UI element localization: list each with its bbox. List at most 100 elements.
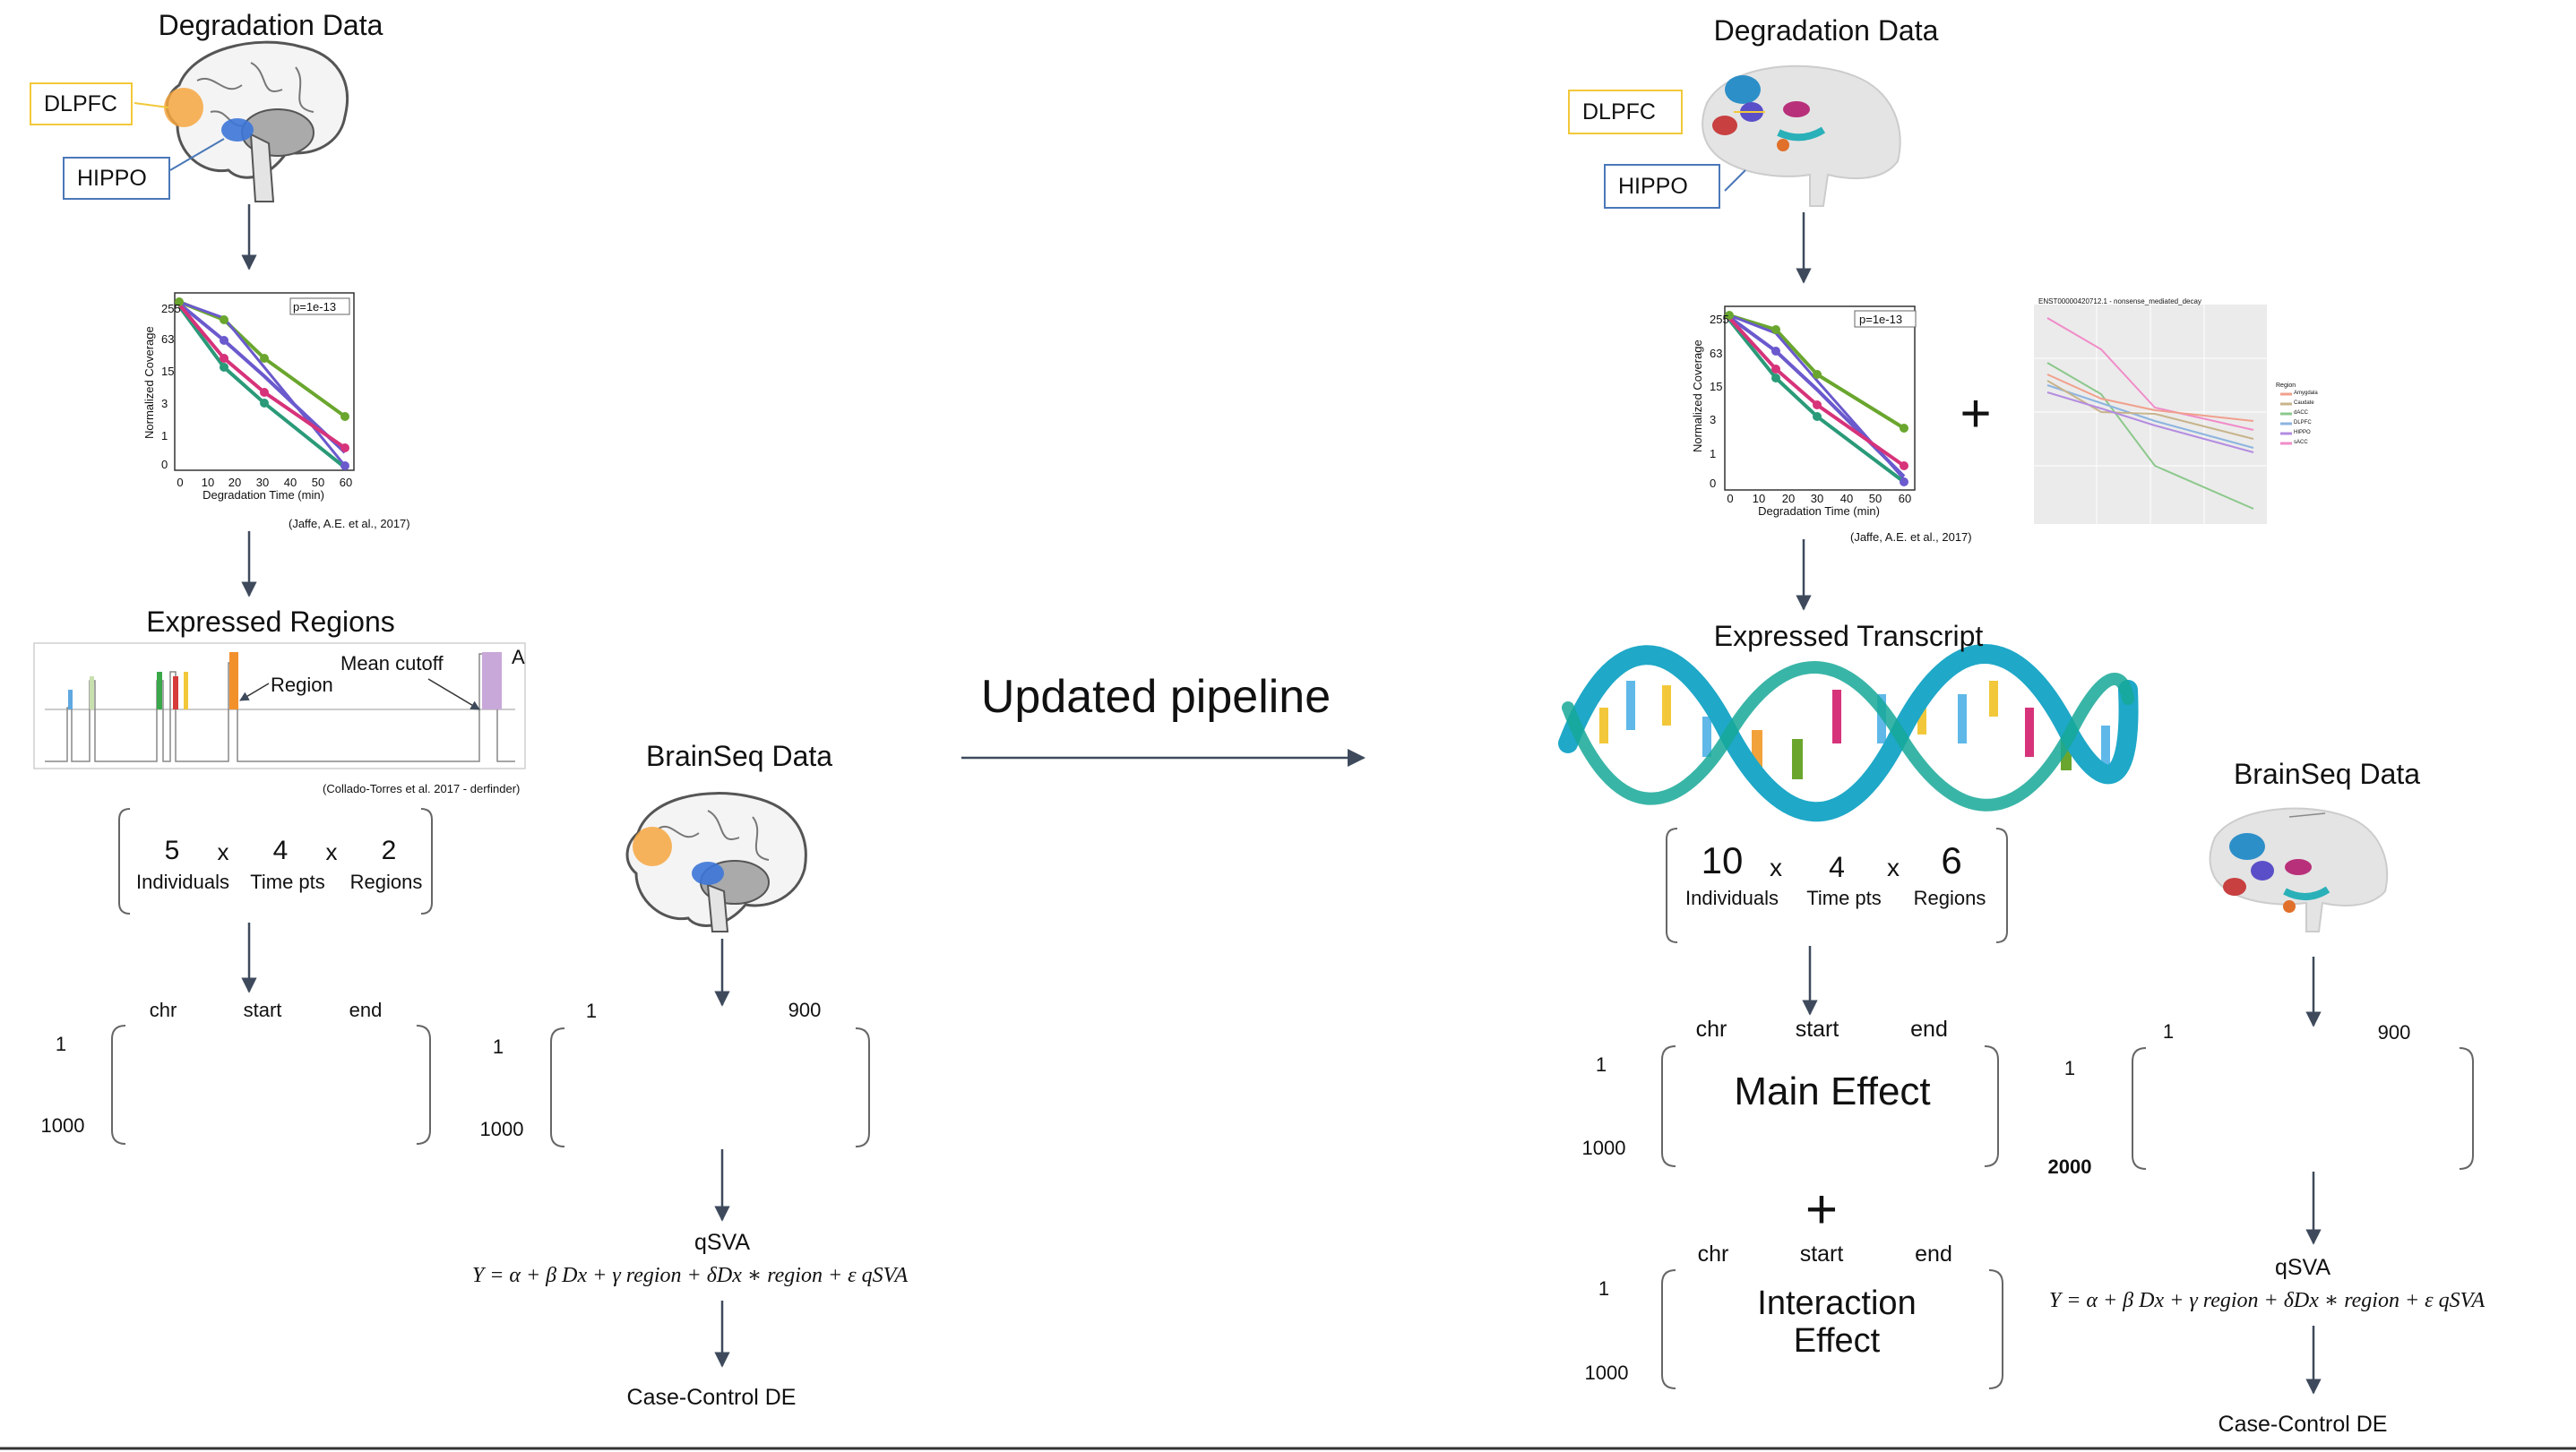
left-dim-individuals-count: 5 xyxy=(164,836,180,865)
left-brainseq-row-first: 1 xyxy=(492,1035,504,1058)
left-matrix-start: start xyxy=(243,999,282,1021)
left-hippo-label: HIPPO xyxy=(63,157,170,200)
left-qsva-label: qSVA xyxy=(694,1230,751,1255)
left-dim-times: x xyxy=(325,838,338,865)
right-dim-times: x xyxy=(1887,854,1900,881)
left-plot-ytick: 63 xyxy=(161,332,175,346)
main-effect-label: Main Effect xyxy=(1734,1070,1931,1113)
updated-pipeline-label: Updated pipeline xyxy=(980,671,1331,723)
right-matrix1-row-last: 1000 xyxy=(1581,1137,1626,1159)
left-plot-xtick: 50 xyxy=(311,476,325,489)
left-matrix-row-first: 1 xyxy=(55,1033,67,1055)
right-brain-illustration xyxy=(1702,64,1901,207)
left-plot-pvalue: p=1e-13 xyxy=(293,300,337,314)
left-dim-regions-count: 2 xyxy=(381,836,397,865)
right-plot-ytick: 0 xyxy=(1710,477,1717,490)
right-dim-individuals-count: 10 xyxy=(1701,839,1744,881)
right-plot-ytick: 1 xyxy=(1710,447,1717,460)
right-degradation-plot xyxy=(1724,305,1917,491)
right-case-control-de: Case-Control DE xyxy=(2218,1412,2388,1437)
right-brainseq-col-first: 1 xyxy=(2162,1020,2175,1043)
right-brainseq-col-last: 900 xyxy=(2377,1021,2411,1044)
left-matrix-end: end xyxy=(349,999,383,1021)
mini-legend-title: Region xyxy=(2276,382,2296,389)
right-matrix2-chr: chr xyxy=(1697,1242,1729,1267)
left-brainseq-row-last: 1000 xyxy=(479,1118,524,1140)
left-brainseq-brain xyxy=(625,792,807,932)
left-dim-times: x xyxy=(217,838,229,865)
right-dim-times: x xyxy=(1770,854,1782,881)
mini-legend-item: Amygdala xyxy=(2294,391,2318,396)
right-dim-regions-count: 6 xyxy=(1941,839,1962,881)
right-plot-pvalue: p=1e-13 xyxy=(1859,313,1903,326)
right-brainseq-title: BrainSeq Data xyxy=(2233,758,2421,790)
right-hippo-label: HIPPO xyxy=(1604,164,1720,209)
right-mini-region-plot xyxy=(2034,305,2292,524)
left-plot-ylabel: Normalized Coverage xyxy=(142,326,156,439)
left-plot-ytick: 1 xyxy=(161,429,168,442)
left-plot-xtick: 40 xyxy=(283,476,297,489)
left-plot-xlabel: Degradation Time (min) xyxy=(202,488,324,502)
left-degradation-plot xyxy=(174,292,355,471)
left-dlpfc-label: DLPFC xyxy=(30,82,133,125)
right-plot-ytick: 15 xyxy=(1710,380,1723,393)
mini-legend-item: dACC xyxy=(2294,410,2309,416)
right-plot-ytick: 255 xyxy=(1710,313,1729,326)
left-model-formula: Y = α + β Dx + γ region + δDx ∗ region +… xyxy=(471,1264,909,1287)
right-brainseq-row-first: 1 xyxy=(2063,1057,2076,1079)
right-brainseq-brain xyxy=(2209,807,2389,932)
plus-icon-2: + xyxy=(1805,1179,1839,1241)
mini-legend-item: HIPPO xyxy=(2294,430,2311,435)
left-expressed-regions-track xyxy=(33,642,526,769)
right-dlpfc-label: DLPFC xyxy=(1568,90,1683,134)
right-model-formula: Y = α + β Dx + γ region + δDx ∗ region +… xyxy=(2048,1289,2486,1312)
left-plot-ytick: 3 xyxy=(161,397,168,410)
right-plot-xtick: 30 xyxy=(1810,492,1824,505)
right-matrix2-end: end xyxy=(1915,1242,1952,1267)
right-plot-xtick: 50 xyxy=(1868,492,1882,505)
mini-legend-item: Caudate xyxy=(2294,400,2314,406)
right-plot-ylabel: Normalized Coverage xyxy=(1691,339,1704,452)
right-plot-xtick: 0 xyxy=(1727,492,1734,505)
left-plot-citation: (Jaffe, A.E. et al., 2017) xyxy=(289,517,410,530)
left-plot-xtick: 30 xyxy=(255,476,270,489)
interaction-effect-label: Interaction Effect xyxy=(1757,1284,1917,1360)
right-plot-xtick: 20 xyxy=(1781,492,1796,505)
right-plot-ytick: 63 xyxy=(1710,347,1723,360)
left-plot-xtick: 20 xyxy=(228,476,242,489)
mean-cutoff-annotation: Mean cutoff xyxy=(340,652,444,674)
right-matrix1-row-first: 1 xyxy=(1595,1053,1607,1076)
right-matrix2-row-last: 1000 xyxy=(1584,1362,1629,1384)
right-matrix1-end: end xyxy=(1910,1017,1948,1042)
left-matrix-row-last: 1000 xyxy=(40,1114,85,1137)
right-plot-xtick: 40 xyxy=(1839,492,1854,505)
left-regions-title: Expressed Regions xyxy=(146,606,395,638)
left-dim-timepoints-count: 4 xyxy=(272,836,289,865)
left-plot-xtick: 60 xyxy=(339,476,353,489)
region-annotation: Region xyxy=(271,674,333,696)
right-plot-xtick: 10 xyxy=(1752,492,1766,505)
derfinder-citation: (Collado-Torres et al. 2017 - derfinder) xyxy=(323,782,521,795)
right-plot-xtick: 60 xyxy=(1898,492,1912,505)
left-case-control-de: Case-Control DE xyxy=(626,1385,797,1410)
left-dim-timepoints-label: Time pts xyxy=(250,871,325,893)
mini-legend-item: sACC xyxy=(2294,440,2308,445)
right-matrix2-start: start xyxy=(1799,1242,1844,1267)
transcript-title: Expressed Transcript xyxy=(1713,620,1984,652)
right-degradation-title: Degradation Data xyxy=(1713,14,1939,47)
left-plot-ytick: 255 xyxy=(161,302,181,315)
right-dim-individuals-label: Individuals xyxy=(1685,887,1779,909)
left-plot-ytick: 0 xyxy=(161,458,168,471)
left-plot-xtick: 10 xyxy=(201,476,215,489)
left-plot-ytick: 15 xyxy=(161,365,175,378)
right-matrix1-chr: chr xyxy=(1695,1017,1727,1042)
left-degradation-title: Degradation Data xyxy=(158,9,383,41)
mini-legend-item: DLPFC xyxy=(2294,420,2312,425)
mini-plot-title: ENST00000420712.1 - nonsense_mediated_de… xyxy=(2038,297,2201,305)
right-dim-timepoints-label: Time pts xyxy=(1806,887,1882,909)
left-matrix-chr: chr xyxy=(149,999,177,1021)
left-dim-individuals-label: Individuals xyxy=(136,871,229,893)
right-qsva-label: qSVA xyxy=(2274,1255,2331,1280)
